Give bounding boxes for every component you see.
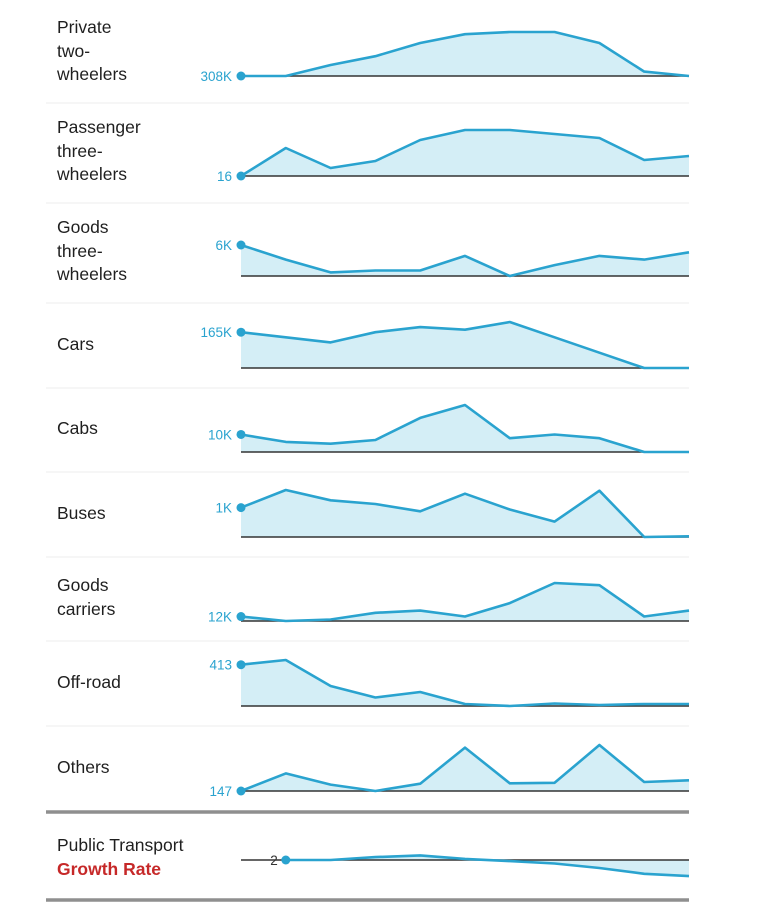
- start-value-label: 1K: [215, 501, 232, 516]
- row-label-line: Private: [57, 17, 112, 37]
- row-label-line: wheelers: [57, 264, 128, 284]
- row-label-line: Buses: [57, 503, 106, 523]
- series-1: 16: [217, 128, 690, 184]
- start-value-label: 147: [209, 784, 232, 799]
- series-line: [240, 128, 690, 178]
- series-line: [240, 243, 690, 278]
- series-4: 10K: [208, 403, 689, 454]
- row-label-line: three-: [57, 240, 103, 261]
- row-label-line: Cars: [57, 334, 94, 354]
- row-label-line: Goods: [57, 575, 109, 595]
- start-point: [236, 786, 246, 796]
- series-area: [241, 490, 689, 537]
- series-line: [240, 320, 689, 370]
- row-label: Private two-wheelers: [57, 16, 127, 87]
- start-point: [236, 327, 246, 337]
- series-line: [240, 743, 690, 793]
- series-6: 12K: [208, 581, 690, 625]
- series-area: [241, 405, 689, 452]
- row-label: Others: [57, 756, 110, 780]
- series-line: [240, 488, 690, 539]
- start-value-label: 308K: [200, 69, 232, 84]
- growth-label: Public Transport Growth Rate: [57, 834, 183, 881]
- growth-label-line2: Growth Rate: [57, 858, 162, 879]
- row-label-line: Others: [57, 757, 110, 777]
- start-value-label: 16: [217, 169, 232, 184]
- start-value-label: 12K: [208, 610, 232, 625]
- series-8: 147: [209, 743, 690, 799]
- start-point: [236, 429, 246, 439]
- row-label-line: three-: [57, 140, 103, 161]
- series-area: [241, 660, 689, 706]
- start-value-label: 6K: [215, 238, 232, 253]
- series-line: [241, 30, 690, 78]
- growth-series: 2: [241, 853, 690, 878]
- start-point: [236, 660, 246, 670]
- growth-label-line1: Public Transport: [57, 835, 184, 855]
- row-label-line: carriers: [57, 598, 116, 619]
- series-area: [241, 322, 689, 368]
- row-label-line: Cabs: [57, 418, 98, 438]
- series-line: [240, 658, 689, 708]
- start-point: [236, 612, 246, 622]
- row-label: Cars: [57, 333, 94, 357]
- series-0: 308K: [200, 30, 690, 84]
- row-label: Goods three-wheelers: [57, 216, 127, 287]
- series-3: 165K: [200, 320, 689, 370]
- row-label: Passenger three-wheelers: [57, 116, 141, 187]
- row-label-line: Goods: [57, 217, 109, 237]
- row-label: Buses: [57, 502, 106, 526]
- row-label-line: wheelers: [57, 164, 128, 184]
- series-area: [241, 583, 689, 621]
- row-label-line: Passenger: [57, 117, 141, 137]
- start-point: [236, 240, 246, 250]
- series-area: [241, 32, 689, 76]
- row-label: Cabs: [57, 417, 98, 441]
- series-7: 413: [209, 658, 689, 708]
- row-label-line: wheelers: [57, 64, 128, 84]
- series-area: [241, 745, 689, 791]
- series-2: 6K: [215, 238, 690, 278]
- growth-start-label: 2: [270, 853, 278, 868]
- series-area: [241, 245, 689, 276]
- start-point: [236, 171, 246, 181]
- start-value-label: 413: [209, 658, 232, 673]
- series-5: 1K: [215, 488, 690, 539]
- start-point: [236, 503, 246, 513]
- row-label-line: Off-road: [57, 672, 121, 692]
- row-label: Goods carriers: [57, 574, 115, 621]
- start-point: [236, 71, 246, 81]
- growth-line: [285, 854, 690, 878]
- row-label-line: two-: [57, 40, 91, 61]
- growth-start-point: [281, 855, 291, 865]
- series-line: [240, 403, 689, 454]
- series-line: [240, 581, 690, 623]
- start-value-label: 10K: [208, 427, 232, 442]
- row-label: Off-road: [57, 671, 121, 695]
- start-value-label: 165K: [200, 325, 232, 340]
- series-area: [241, 130, 689, 176]
